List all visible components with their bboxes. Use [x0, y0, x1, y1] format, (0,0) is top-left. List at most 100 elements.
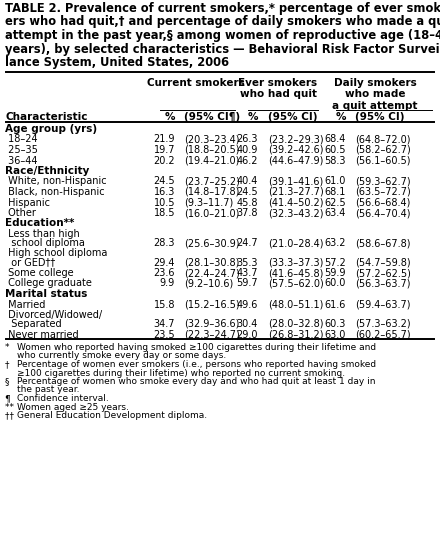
Text: 36–44: 36–44	[5, 156, 37, 166]
Text: Women aged ≥25 years.: Women aged ≥25 years.	[17, 402, 129, 411]
Text: 9.9: 9.9	[160, 279, 175, 289]
Text: 37.8: 37.8	[237, 208, 258, 218]
Text: (21.0–28.4): (21.0–28.4)	[268, 238, 323, 248]
Text: (56.6–68.4): (56.6–68.4)	[355, 198, 411, 208]
Text: 60.0: 60.0	[325, 279, 346, 289]
Text: (95% CI¶): (95% CI¶)	[184, 112, 240, 121]
Text: attempt in the past year,§ among women of reproductive age (18–44: attempt in the past year,§ among women o…	[5, 29, 440, 42]
Text: 63.4: 63.4	[325, 208, 346, 218]
Text: Percentage of women who smoke every day and who had quit at least 1 day in: Percentage of women who smoke every day …	[17, 377, 375, 386]
Text: 45.8: 45.8	[237, 198, 258, 208]
Text: years), by selected characteristics — Behavioral Risk Factor Surveil-: years), by selected characteristics — Be…	[5, 43, 440, 56]
Text: 34.7: 34.7	[154, 319, 175, 329]
Text: (57.2–62.5): (57.2–62.5)	[355, 268, 411, 278]
Text: 60.5: 60.5	[324, 145, 346, 155]
Text: 23.5: 23.5	[154, 330, 175, 339]
Text: 40.4: 40.4	[237, 177, 258, 187]
Text: 46.2: 46.2	[237, 156, 258, 166]
Text: Percentage of women ever smokers (i.e., persons who reported having smoked: Percentage of women ever smokers (i.e., …	[17, 360, 376, 369]
Text: 26.3: 26.3	[237, 135, 258, 145]
Text: Confidence interval.: Confidence interval.	[17, 394, 109, 403]
Text: 35.3: 35.3	[237, 257, 258, 268]
Text: ≥100 cigarettes during their lifetime) who reported no current smoking.: ≥100 cigarettes during their lifetime) w…	[17, 369, 345, 378]
Text: (23.2–29.3): (23.2–29.3)	[268, 135, 324, 145]
Text: (22.3–24.7): (22.3–24.7)	[184, 330, 240, 339]
Text: 29.0: 29.0	[237, 330, 258, 339]
Text: (28.1–30.8): (28.1–30.8)	[184, 257, 239, 268]
Text: 16.3: 16.3	[154, 187, 175, 197]
Text: 30.4: 30.4	[237, 319, 258, 329]
Text: (60.2–65.7): (60.2–65.7)	[355, 330, 411, 339]
Text: 25–35: 25–35	[5, 145, 38, 155]
Text: lance System, United States, 2006: lance System, United States, 2006	[5, 56, 229, 69]
Text: Women who reported having smoked ≥100 cigarettes during their lifetime and: Women who reported having smoked ≥100 ci…	[17, 343, 376, 352]
Text: (15.2–16.5): (15.2–16.5)	[184, 300, 240, 310]
Text: 24.5: 24.5	[236, 187, 258, 197]
Text: (39.2–42.6): (39.2–42.6)	[268, 145, 323, 155]
Text: (33.3–37.3): (33.3–37.3)	[268, 257, 323, 268]
Text: (58.2–62.7): (58.2–62.7)	[355, 145, 411, 155]
Text: (16.0–21.0): (16.0–21.0)	[184, 208, 239, 218]
Text: Race/Ethnicity: Race/Ethnicity	[5, 166, 89, 176]
Text: (41.4–50.2): (41.4–50.2)	[268, 198, 323, 208]
Text: (41.6–45.8): (41.6–45.8)	[268, 268, 323, 278]
Text: 68.1: 68.1	[325, 187, 346, 197]
Text: 59.9: 59.9	[324, 268, 346, 278]
Text: 63.0: 63.0	[325, 330, 346, 339]
Text: Age group (yrs): Age group (yrs)	[5, 124, 97, 134]
Text: College graduate: College graduate	[5, 279, 92, 289]
Text: school diploma: school diploma	[5, 238, 85, 248]
Text: (64.8–72.0): (64.8–72.0)	[355, 135, 411, 145]
Text: (21.3–27.7): (21.3–27.7)	[268, 187, 324, 197]
Text: Current smokers: Current smokers	[147, 77, 245, 88]
Text: the past year.: the past year.	[17, 385, 80, 395]
Text: White, non-Hispanic: White, non-Hispanic	[5, 177, 106, 187]
Text: Marital status: Marital status	[5, 289, 88, 299]
Text: 20.2: 20.2	[154, 156, 175, 166]
Text: Characteristic: Characteristic	[5, 112, 88, 121]
Text: 61.0: 61.0	[325, 177, 346, 187]
Text: 19.7: 19.7	[154, 145, 175, 155]
Text: (39.1–41.6): (39.1–41.6)	[268, 177, 323, 187]
Text: 57.2: 57.2	[324, 257, 346, 268]
Text: 49.6: 49.6	[237, 300, 258, 310]
Text: %: %	[165, 112, 175, 121]
Text: 10.5: 10.5	[154, 198, 175, 208]
Text: 21.9: 21.9	[154, 135, 175, 145]
Text: Married: Married	[5, 300, 45, 310]
Text: 62.5: 62.5	[324, 198, 346, 208]
Text: (26.8–31.2): (26.8–31.2)	[268, 330, 323, 339]
Text: Education**: Education**	[5, 219, 74, 229]
Text: (25.6–30.9): (25.6–30.9)	[184, 238, 239, 248]
Text: (63.5–72.7): (63.5–72.7)	[355, 187, 411, 197]
Text: (18.8–20.5): (18.8–20.5)	[184, 145, 239, 155]
Text: 29.4: 29.4	[154, 257, 175, 268]
Text: (22.4–24.7): (22.4–24.7)	[184, 268, 240, 278]
Text: 40.9: 40.9	[237, 145, 258, 155]
Text: General Education Development diploma.: General Education Development diploma.	[17, 411, 207, 420]
Text: (56.1–60.5): (56.1–60.5)	[355, 156, 411, 166]
Text: Ever smokers
who had quit: Ever smokers who had quit	[238, 77, 318, 99]
Text: Other: Other	[5, 208, 36, 218]
Text: 15.8: 15.8	[154, 300, 175, 310]
Text: 61.6: 61.6	[325, 300, 346, 310]
Text: (32.3–43.2): (32.3–43.2)	[268, 208, 323, 218]
Text: (57.3–63.2): (57.3–63.2)	[355, 319, 411, 329]
Text: Less than high: Less than high	[5, 229, 80, 239]
Text: (56.3–63.7): (56.3–63.7)	[355, 279, 411, 289]
Text: (44.6–47.9): (44.6–47.9)	[268, 156, 323, 166]
Text: or GED††: or GED††	[5, 257, 55, 268]
Text: **: **	[5, 402, 17, 411]
Text: 28.3: 28.3	[154, 238, 175, 248]
Text: Black, non-Hispanic: Black, non-Hispanic	[5, 187, 105, 197]
Text: 58.3: 58.3	[324, 156, 346, 166]
Text: (57.5–62.0): (57.5–62.0)	[268, 279, 324, 289]
Text: %: %	[335, 112, 346, 121]
Text: †: †	[5, 360, 12, 369]
Text: (28.0–32.8): (28.0–32.8)	[268, 319, 323, 329]
Text: 63.2: 63.2	[324, 238, 346, 248]
Text: Daily smokers
who made
a quit attempt: Daily smokers who made a quit attempt	[332, 77, 418, 111]
Text: 18–24: 18–24	[5, 135, 38, 145]
Text: 60.3: 60.3	[325, 319, 346, 329]
Text: (95% CI): (95% CI)	[268, 112, 318, 121]
